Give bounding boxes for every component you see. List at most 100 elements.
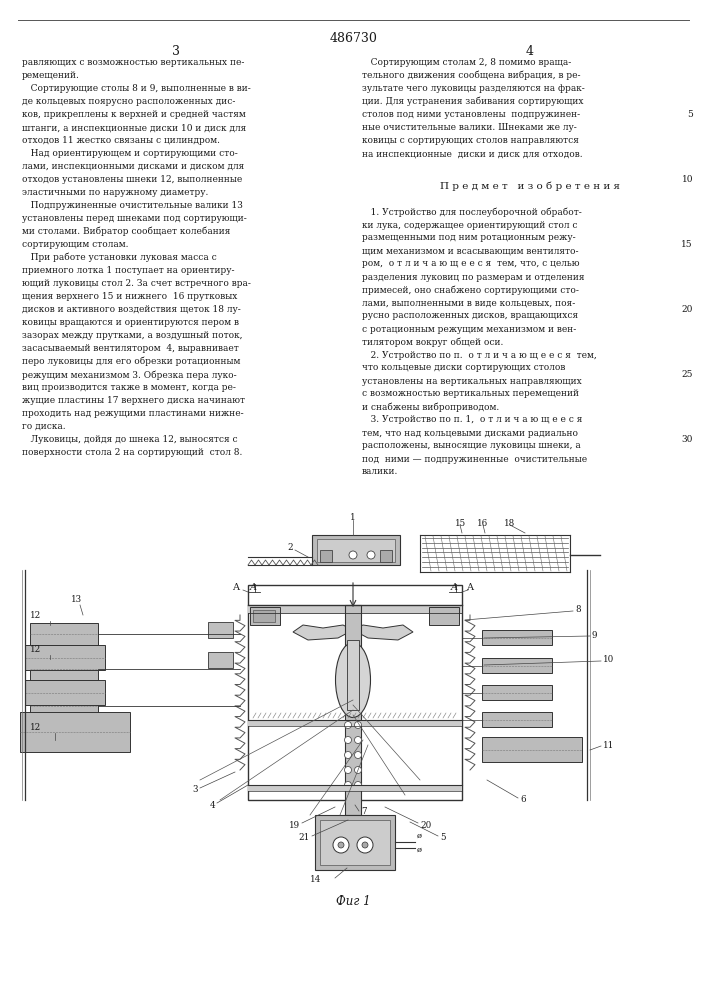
Polygon shape	[293, 625, 353, 640]
Text: примесей, оно снабжено сортирующими сто-: примесей, оно снабжено сортирующими сто-	[362, 286, 579, 295]
Bar	[320, 550, 332, 562]
Text: 30: 30	[682, 435, 693, 444]
Text: и снабжены виброприводом.: и снабжены виброприводом.	[362, 402, 499, 412]
Text: отходов 11 жестко связаны с цилиндром.: отходов 11 жестко связаны с цилиндром.	[22, 136, 220, 145]
Text: 14: 14	[310, 876, 322, 884]
Text: лами, выполненными в виде кольцевых, поя-: лами, выполненными в виде кольцевых, поя…	[362, 298, 575, 308]
Text: 10: 10	[603, 656, 614, 664]
Bar	[248, 605, 462, 613]
Text: 12: 12	[30, 611, 41, 620]
Text: сортирующим столам.: сортирующим столам.	[22, 240, 129, 249]
Text: 2: 2	[287, 542, 293, 552]
Text: отходов установлены шнеки 12, выполненные: отходов установлены шнеки 12, выполненны…	[22, 175, 243, 184]
Text: 3: 3	[172, 45, 180, 58]
Text: с ротационным режущим механизмом и вен-: с ротационным режущим механизмом и вен-	[362, 324, 576, 334]
Text: Фиг 1: Фиг 1	[336, 895, 370, 908]
Circle shape	[333, 837, 349, 853]
Text: A: A	[250, 583, 257, 592]
Text: равляющих с возможностью вертикальных пе-: равляющих с возможностью вертикальных пе…	[22, 58, 245, 67]
Text: 18: 18	[504, 520, 515, 528]
Text: A: A	[451, 583, 458, 592]
Circle shape	[338, 842, 344, 848]
Text: 4: 4	[526, 45, 534, 58]
Polygon shape	[353, 625, 413, 640]
Text: де кольцевых поярусно расположенных дис-: де кольцевых поярусно расположенных дис-	[22, 97, 235, 106]
Circle shape	[344, 752, 351, 758]
Text: ные очистительные валики. Шнеками же лу-: ные очистительные валики. Шнеками же лу-	[362, 123, 577, 132]
Text: перо луковицы для его обрезки ротационным: перо луковицы для его обрезки ротационны…	[22, 357, 240, 366]
Text: 15: 15	[682, 240, 693, 249]
Circle shape	[344, 766, 351, 774]
Text: засасываемый вентилятором  4, выравнивает: засасываемый вентилятором 4, выравнивает	[22, 344, 239, 353]
Circle shape	[344, 782, 351, 788]
Text: A: A	[233, 584, 240, 592]
Bar	[30, 695, 98, 717]
Text: на инспекционные  диски и диск для отходов.: на инспекционные диски и диск для отходо…	[362, 149, 583, 158]
Text: 13: 13	[71, 595, 82, 604]
Text: 12: 12	[30, 723, 41, 732]
Text: 1: 1	[350, 512, 356, 522]
Bar	[30, 623, 98, 645]
Text: валики.: валики.	[362, 468, 398, 477]
Text: 20: 20	[420, 820, 431, 830]
Text: режущим механизмом 3. Обрезка пера луко-: режущим механизмом 3. Обрезка пера луко-	[22, 370, 237, 379]
Text: ø: ø	[417, 846, 422, 854]
Circle shape	[357, 837, 373, 853]
Text: A: A	[467, 584, 474, 592]
Text: 16: 16	[477, 520, 489, 528]
Text: ром,  о т л и ч а ю щ е е с я  тем, что, с целью: ром, о т л и ч а ю щ е е с я тем, что, с…	[362, 259, 580, 268]
Bar	[347, 640, 359, 710]
Bar	[320, 820, 390, 865]
Text: ø: ø	[417, 832, 422, 840]
Bar	[482, 685, 552, 700]
Text: эластичными по наружному диаметру.: эластичными по наружному диаметру.	[22, 188, 209, 197]
Text: Сортирующим столам 2, 8 помимо враща-: Сортирующим столам 2, 8 помимо враща-	[362, 58, 571, 67]
Circle shape	[354, 766, 361, 774]
Bar	[345, 605, 361, 815]
Circle shape	[344, 736, 351, 744]
Bar	[208, 652, 233, 668]
Text: 3. Устройство по п. 1,  о т л и ч а ю щ е е с я: 3. Устройство по п. 1, о т л и ч а ю щ е…	[362, 416, 583, 424]
Text: 3: 3	[192, 786, 198, 794]
Text: что кольцевые диски сортирующих столов: что кольцевые диски сортирующих столов	[362, 363, 566, 372]
Text: жущие пластины 17 верхнего диска начинают: жущие пластины 17 верхнего диска начинаю…	[22, 396, 245, 405]
Bar	[482, 712, 552, 727]
Text: столов под ними установлены  подпружинен-: столов под ними установлены подпружинен-	[362, 110, 580, 119]
Text: штанги, а инспекционные диски 10 и диск для: штанги, а инспекционные диски 10 и диск …	[22, 123, 246, 132]
Text: ми столами. Вибратор сообщает колебания: ми столами. Вибратор сообщает колебания	[22, 227, 230, 236]
Bar	[248, 585, 462, 800]
Bar	[315, 815, 395, 870]
Text: ковицы с сортирующих столов направляются: ковицы с сортирующих столов направляются	[362, 136, 579, 145]
Bar	[30, 658, 98, 680]
Text: го диска.: го диска.	[22, 422, 66, 431]
Text: 6: 6	[520, 796, 525, 804]
Circle shape	[354, 722, 361, 728]
Circle shape	[354, 752, 361, 758]
Text: щим механизмом и всасывающим вентилято-: щим механизмом и всасывающим вентилято-	[362, 246, 578, 255]
Text: тем, что над кольцевыми дисками радиально: тем, что над кольцевыми дисками радиальн…	[362, 428, 578, 438]
Text: 19: 19	[289, 820, 300, 830]
Circle shape	[362, 842, 368, 848]
Circle shape	[344, 722, 351, 728]
Bar	[482, 737, 582, 762]
Text: поверхности стола 2 на сортирующий  стол 8.: поверхности стола 2 на сортирующий стол …	[22, 448, 243, 457]
Circle shape	[349, 551, 357, 559]
Text: ющий луковицы стол 2. За счет встречного вра-: ющий луковицы стол 2. За счет встречного…	[22, 279, 251, 288]
Circle shape	[354, 736, 361, 744]
Bar	[312, 535, 400, 565]
Text: тельного движения сообщена вибрация, в ре-: тельного движения сообщена вибрация, в р…	[362, 71, 580, 81]
Bar	[253, 610, 275, 622]
Text: 21: 21	[299, 834, 310, 842]
Text: лами, инспекционными дисками и диском для: лами, инспекционными дисками и диском дл…	[22, 162, 244, 171]
Text: ремещений.: ремещений.	[22, 71, 80, 80]
Text: разделения луковиц по размерам и отделения: разделения луковиц по размерам и отделен…	[362, 272, 585, 282]
Text: При работе установки луковая масса с: При работе установки луковая масса с	[22, 253, 217, 262]
Text: 12: 12	[30, 645, 41, 654]
Text: русно расположенных дисков, вращающихся: русно расположенных дисков, вращающихся	[362, 312, 578, 320]
Text: 15: 15	[455, 520, 466, 528]
Text: 5: 5	[440, 834, 445, 842]
Text: 4: 4	[209, 800, 215, 810]
Bar	[20, 712, 130, 752]
Bar	[380, 550, 392, 562]
Ellipse shape	[336, 643, 370, 718]
